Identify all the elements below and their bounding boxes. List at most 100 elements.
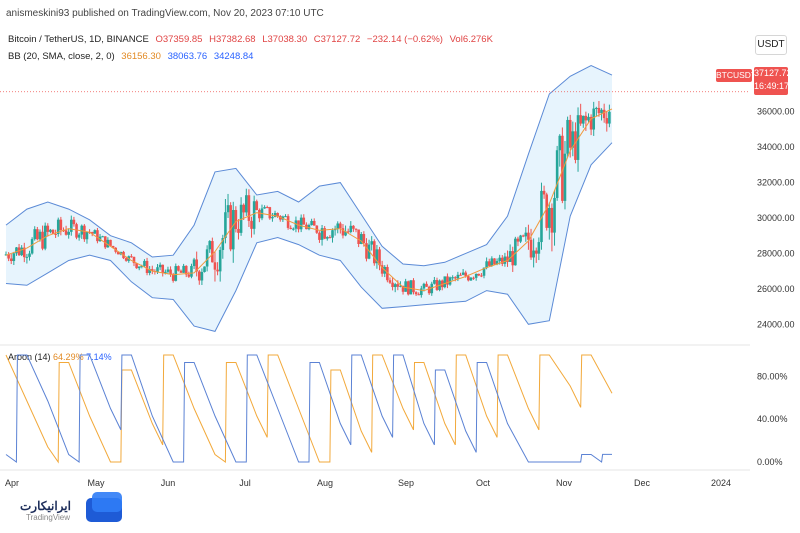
symbol-legend: Bitcoin / TetherUS, 1D, BINANCE O37359.8… (8, 34, 497, 45)
currency-button[interactable]: USDT (755, 35, 787, 55)
bar-countdown: 16:49:17 (754, 81, 790, 91)
tradingview-watermark: TradingView (26, 513, 71, 522)
time-tick: 2024 (711, 478, 731, 488)
candle-body (302, 217, 306, 225)
candle-body (315, 225, 319, 233)
candle-body (459, 274, 462, 276)
candle-body (548, 207, 551, 228)
candle-body (284, 216, 287, 218)
time-scale[interactable]: Apr May Jun Jul Aug Sep Oct Nov Dec 2024 (5, 478, 731, 488)
candle-body (498, 257, 501, 262)
candle-body (130, 256, 133, 258)
candle-body (391, 282, 394, 288)
candle-body (370, 241, 373, 245)
candle-body (245, 195, 248, 213)
candle-body (150, 269, 154, 272)
candle-body (443, 276, 447, 288)
candle-body (506, 256, 509, 262)
price-tick: 36000.00 (757, 107, 795, 117)
time-tick: Dec (634, 478, 651, 488)
candle-body (456, 274, 460, 279)
candle-body (425, 283, 428, 287)
candle-body (558, 135, 562, 151)
candle-body (435, 280, 439, 290)
candle-body (380, 265, 384, 274)
symbol-name[interactable]: Bitcoin / TetherUS, 1D, BINANCE (8, 34, 149, 45)
change-value: −232.14 (−0.62%) (366, 34, 443, 45)
candle-body (195, 259, 198, 272)
candle-body (393, 284, 397, 288)
bb-label[interactable]: BB (20, SMA, close, 2, 0) (8, 51, 115, 62)
candle-body (93, 230, 97, 234)
candle-body (117, 251, 120, 255)
candle-body (341, 228, 345, 236)
price-tick: 26000.00 (757, 284, 795, 294)
candle-body (85, 231, 89, 240)
candle-body (41, 231, 44, 249)
candle-body (213, 262, 217, 270)
candle-body (25, 256, 29, 258)
aroon-scale[interactable]: 0.00% 40.00% 80.00% (757, 371, 788, 467)
candle-body (545, 194, 548, 228)
candle-body (519, 235, 522, 242)
price-scale[interactable]: 24000.00 26000.00 28000.00 30000.00 32000.00… (757, 107, 795, 330)
candle-body (145, 260, 149, 273)
candle-body (221, 238, 225, 250)
candle-body (477, 273, 481, 276)
open-value: O37359.85 (155, 34, 203, 45)
candle-body (495, 261, 499, 265)
candle-body (540, 190, 543, 243)
candle-body (352, 225, 355, 229)
price-tick: 34000.00 (757, 142, 795, 152)
candle-body (226, 205, 230, 213)
candle-body (446, 276, 449, 285)
candle-body (143, 260, 146, 266)
candle-body (80, 225, 84, 235)
candle-body (521, 235, 525, 237)
candle-body (608, 111, 611, 124)
candle-body (140, 265, 144, 267)
candle-body (7, 254, 10, 259)
time-tick: Oct (476, 478, 491, 488)
aroon-up-value: 64.29% (53, 352, 84, 362)
candle-body (294, 220, 298, 229)
candle-body (75, 224, 78, 238)
candle-body (276, 213, 279, 217)
candle-body (474, 273, 478, 278)
candle-body (148, 269, 151, 273)
candle-body (325, 237, 329, 239)
candle-body (216, 269, 219, 272)
aroon-tick: 80.00% (757, 371, 788, 381)
candle-body (132, 256, 136, 264)
candle-body (96, 230, 99, 242)
candle-body (109, 239, 112, 246)
time-tick: Sep (398, 478, 414, 488)
candle-body (362, 234, 366, 244)
candle-body (579, 115, 582, 124)
time-tick: Jul (239, 478, 251, 488)
candle-body (602, 109, 606, 119)
candle-body (38, 231, 42, 240)
candle-body (169, 269, 172, 275)
candle-body (420, 288, 423, 296)
candles (4, 101, 611, 298)
last-price: 37127.72 (754, 68, 792, 78)
candle-body (190, 266, 193, 277)
candle-body (386, 266, 389, 281)
candle-body (237, 228, 240, 233)
candle-body (584, 115, 588, 121)
candle-body (378, 249, 381, 266)
candle-body (299, 217, 303, 230)
candle-body (354, 228, 358, 230)
aroon-down-value: 7.14% (86, 352, 112, 362)
logo-text: ایرانیکارت (20, 499, 71, 513)
candle-body (197, 271, 201, 281)
time-tick: May (87, 478, 105, 488)
ticker-tag: BTCUSDT (716, 69, 757, 82)
candle-body (576, 115, 580, 160)
candle-body (292, 228, 295, 230)
candle-body (263, 207, 266, 209)
aroon-label[interactable]: Aroon (14) (8, 352, 51, 362)
candle-body (101, 236, 104, 238)
